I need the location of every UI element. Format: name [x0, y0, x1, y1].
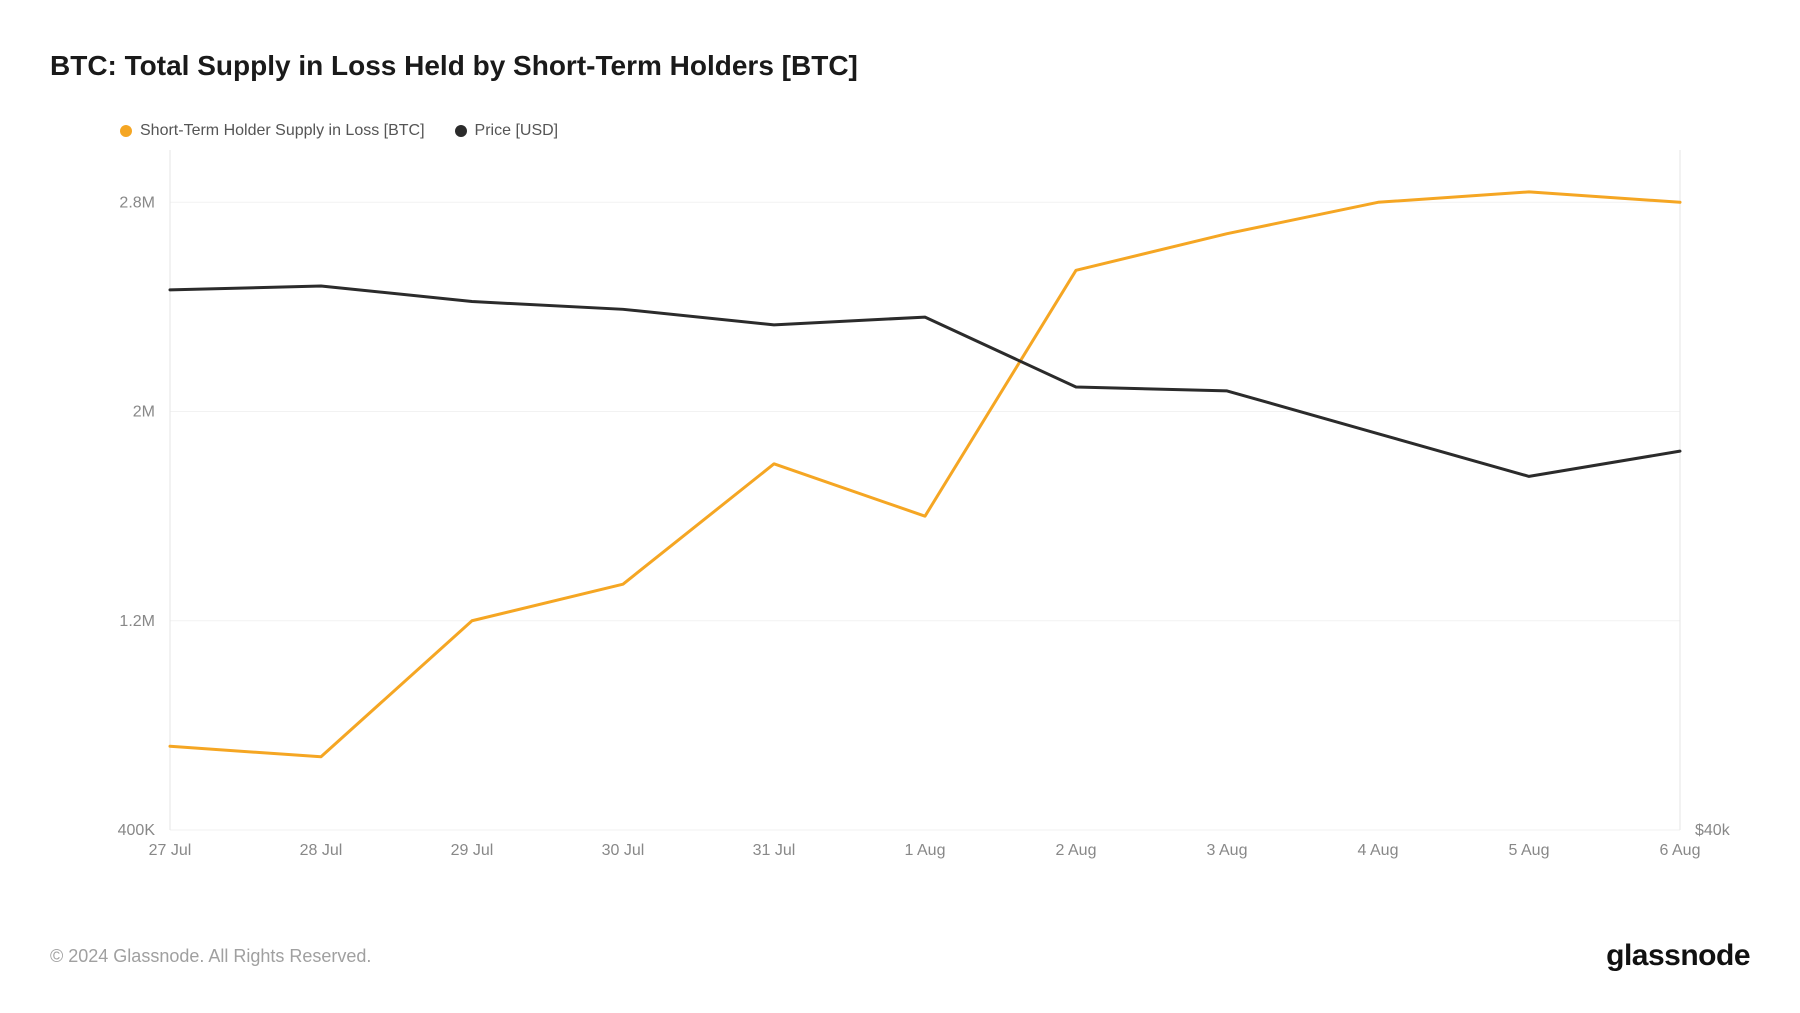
svg-text:4 Aug: 4 Aug: [1358, 842, 1399, 859]
brand-logo: glassnode: [1606, 939, 1750, 973]
svg-text:2.8M: 2.8M: [119, 194, 155, 211]
legend-item: Price [USD]: [455, 122, 559, 140]
svg-text:30 Jul: 30 Jul: [602, 842, 645, 859]
svg-text:28 Jul: 28 Jul: [300, 842, 343, 859]
svg-text:1 Aug: 1 Aug: [905, 842, 946, 859]
svg-text:6 Aug: 6 Aug: [1660, 842, 1701, 859]
chart-title: BTC: Total Supply in Loss Held by Short-…: [50, 50, 1750, 82]
svg-text:5 Aug: 5 Aug: [1509, 842, 1550, 859]
svg-text:31 Jul: 31 Jul: [753, 842, 796, 859]
legend-dot-icon: [455, 125, 467, 137]
svg-text:400K: 400K: [118, 822, 156, 839]
legend-label: Short-Term Holder Supply in Loss [BTC]: [140, 122, 425, 140]
svg-text:27 Jul: 27 Jul: [149, 842, 192, 859]
copyright: © 2024 Glassnode. All Rights Reserved.: [50, 946, 371, 967]
series-supply_in_loss: [170, 192, 1680, 757]
legend-label: Price [USD]: [475, 122, 559, 140]
legend: Short-Term Holder Supply in Loss [BTC] Pr…: [120, 122, 1750, 140]
svg-text:1.2M: 1.2M: [119, 613, 155, 630]
chart-svg: 400K 1.2M 2M 2.8M $40k 27 Jul 28 Jul 29 Jul 30 J…: [50, 150, 1750, 890]
series-price_usd: [170, 286, 1680, 476]
legend-item: Short-Term Holder Supply in Loss [BTC]: [120, 122, 425, 140]
svg-text:2 Aug: 2 Aug: [1056, 842, 1097, 859]
svg-text:29 Jul: 29 Jul: [451, 842, 494, 859]
chart-area: 400K 1.2M 2M 2.8M $40k 27 Jul 28 Jul 29 Jul 30 J…: [50, 150, 1750, 910]
svg-text:$40k: $40k: [1695, 822, 1731, 839]
svg-text:2M: 2M: [133, 404, 155, 421]
legend-dot-icon: [120, 125, 132, 137]
svg-text:3 Aug: 3 Aug: [1207, 842, 1248, 859]
